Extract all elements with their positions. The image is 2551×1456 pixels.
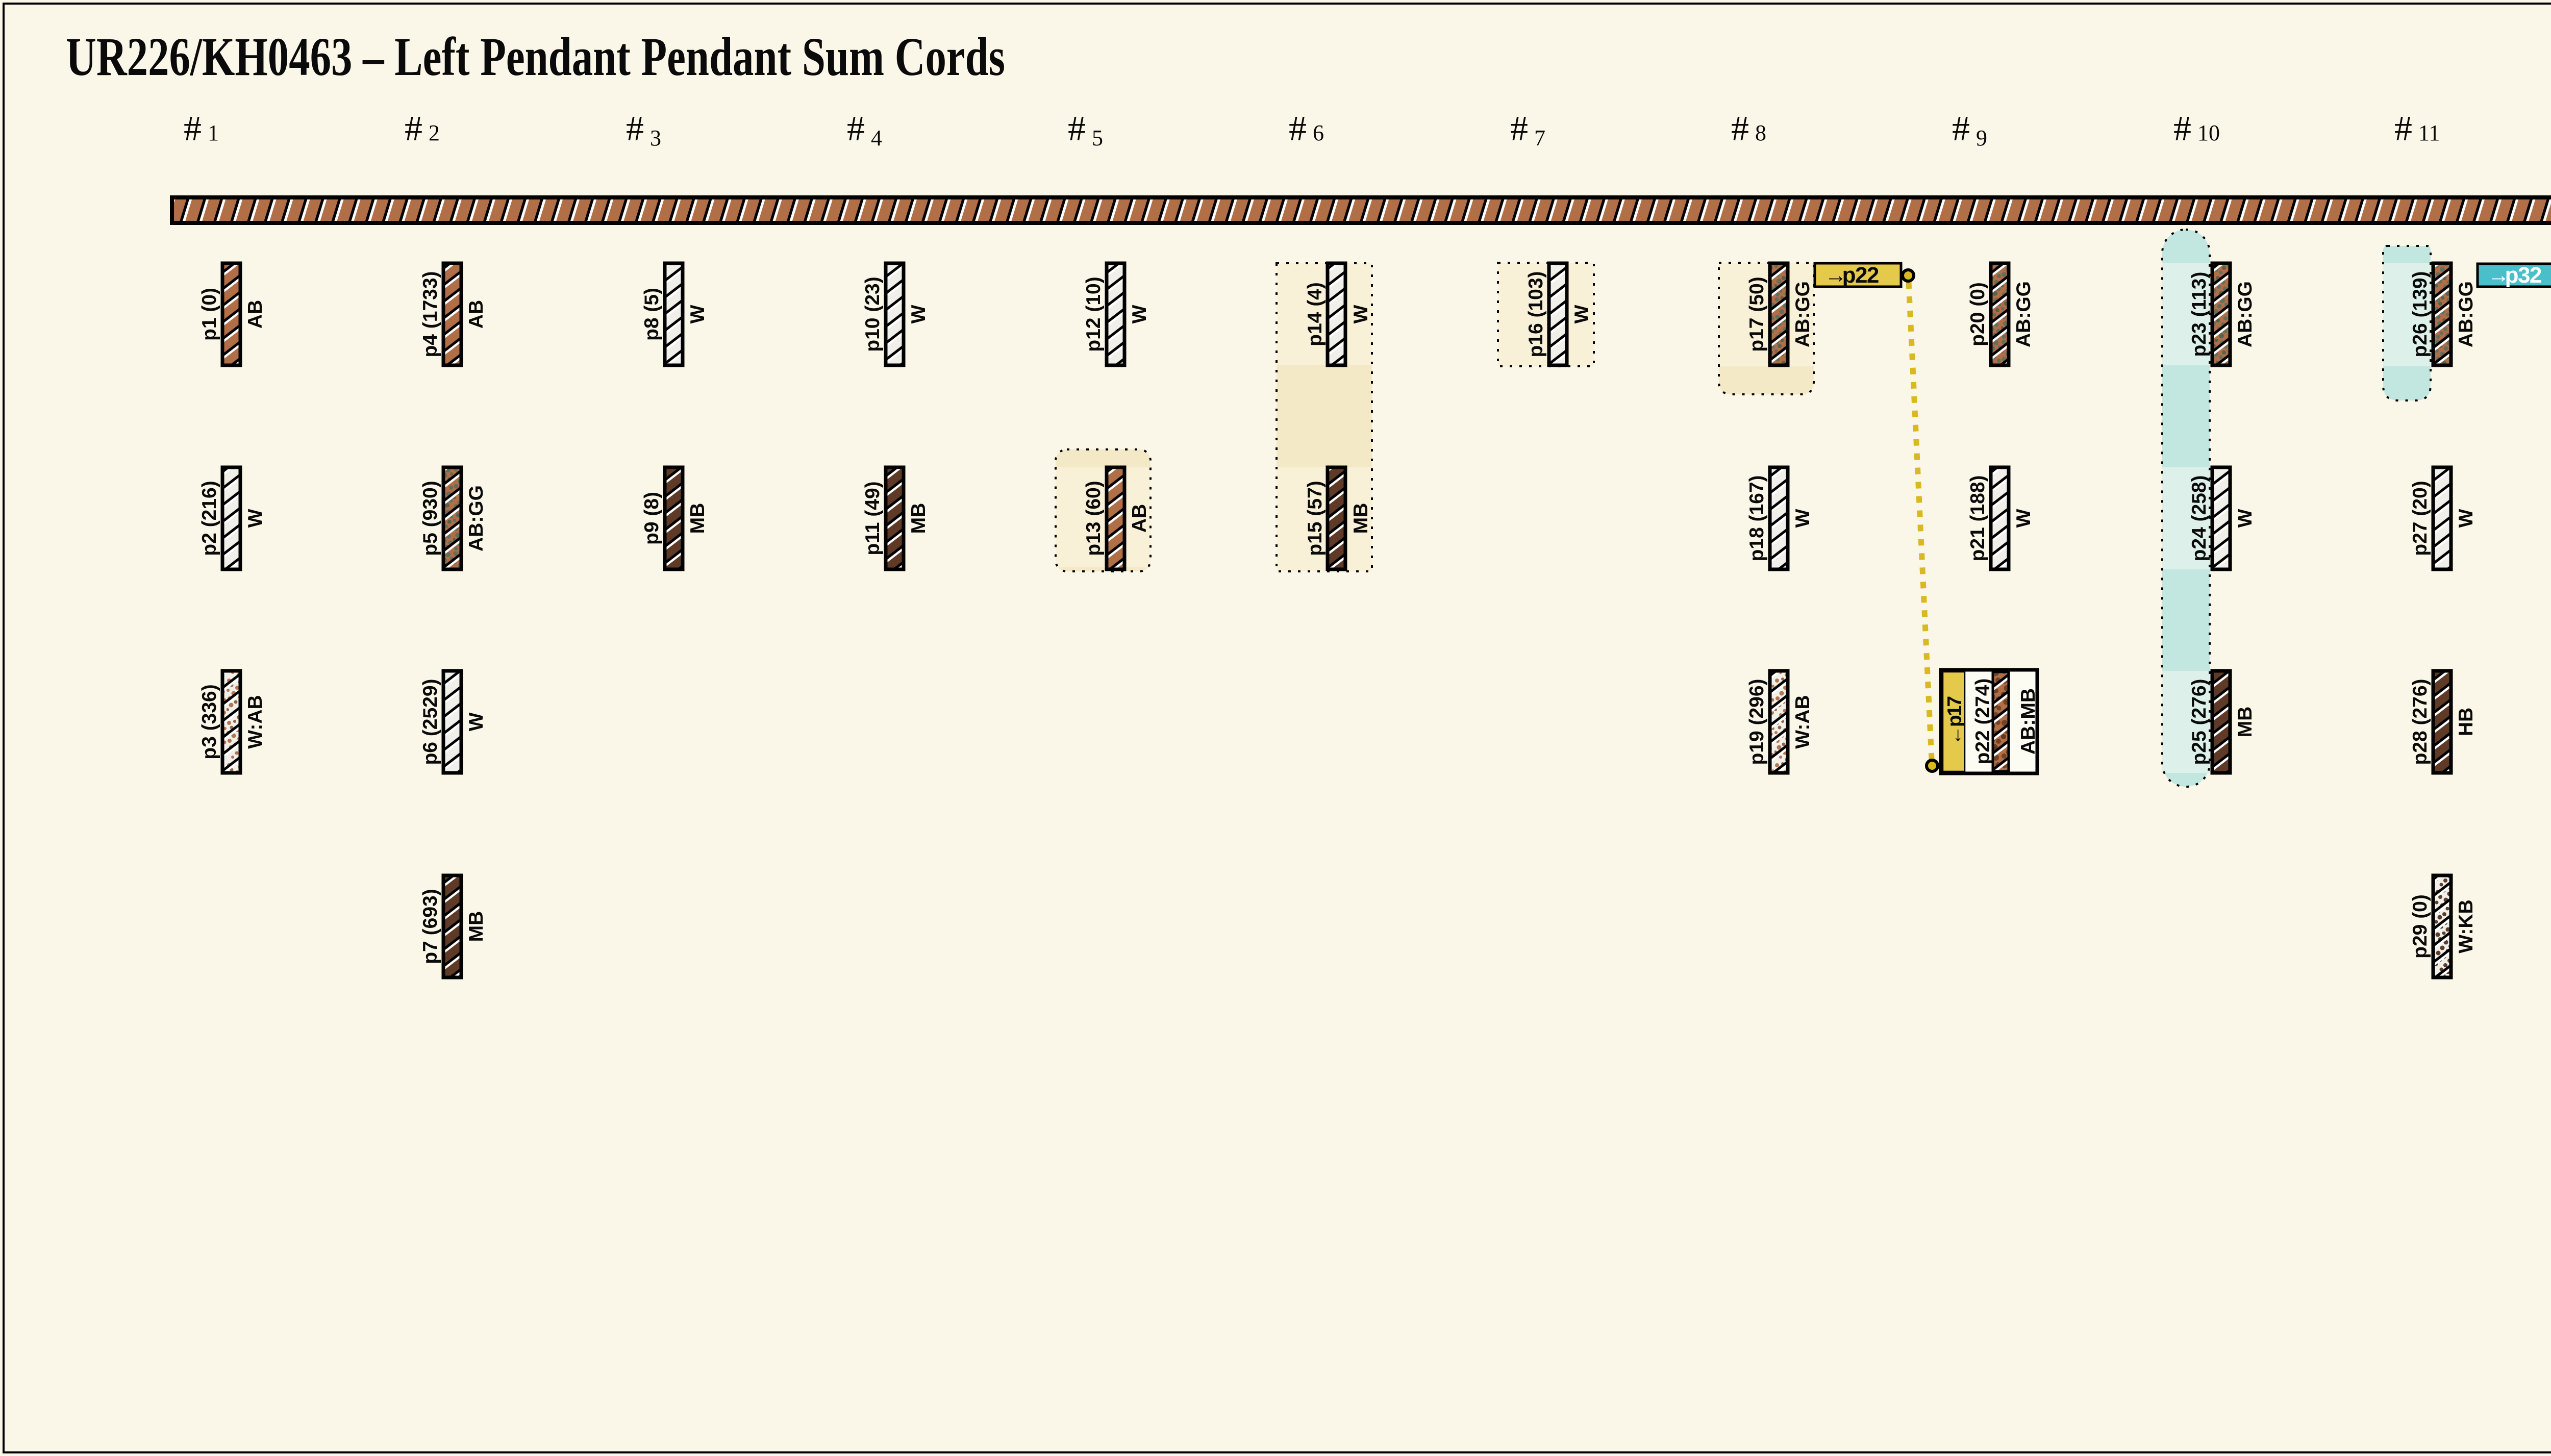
svg-text:p4 (1733): p4 (1733) <box>419 271 441 357</box>
svg-text:W: W <box>2234 509 2256 528</box>
svg-text:p9 (8): p9 (8) <box>641 492 663 545</box>
svg-text:p27 (20): p27 (20) <box>2409 481 2431 556</box>
svg-text:p2 (216): p2 (216) <box>198 481 220 556</box>
svg-text:W:AB: W:AB <box>244 695 266 748</box>
svg-text:AB:GG: AB:GG <box>2455 281 2477 347</box>
svg-text:AB: AB <box>1129 504 1151 533</box>
svg-text:p21 (188): p21 (188) <box>1967 475 1989 561</box>
svg-text:AB:GG: AB:GG <box>465 485 487 551</box>
svg-text:W: W <box>1792 509 1814 528</box>
svg-text:HB: HB <box>2455 708 2477 736</box>
svg-text:←p17: ←p17 <box>1944 697 1966 746</box>
svg-text:p18 (167): p18 (167) <box>1746 475 1768 561</box>
svg-text:W: W <box>1571 305 1593 323</box>
svg-text:p5 (930): p5 (930) <box>419 481 441 556</box>
svg-text:p1 (0): p1 (0) <box>198 288 220 341</box>
svg-text:AB:GG: AB:GG <box>2013 281 2035 347</box>
svg-text:p22 (274): p22 (274) <box>1972 678 1994 764</box>
svg-text:p12 (10): p12 (10) <box>1083 277 1105 352</box>
svg-text:p23 (113): p23 (113) <box>2188 272 2210 357</box>
svg-text:p13 (60): p13 (60) <box>1083 481 1105 556</box>
svg-text:p19 (296): p19 (296) <box>1746 679 1768 765</box>
svg-text:p29 (0): p29 (0) <box>2409 894 2431 959</box>
svg-text:W: W <box>465 712 487 731</box>
svg-text:p17 (50): p17 (50) <box>1746 277 1768 352</box>
svg-text:p6 (2529): p6 (2529) <box>419 679 441 765</box>
svg-text:AB:GG: AB:GG <box>1792 281 1814 347</box>
svg-text:AB:MB: AB:MB <box>2017 688 2039 755</box>
svg-text:W: W <box>244 509 266 528</box>
svg-text:p3 (336): p3 (336) <box>198 684 220 759</box>
svg-text:p10 (23): p10 (23) <box>862 277 884 352</box>
svg-text:AB: AB <box>465 300 487 329</box>
svg-text:p25 (276): p25 (276) <box>2188 679 2210 765</box>
svg-text:p15 (57): p15 (57) <box>1304 481 1326 556</box>
svg-text:UR226/KH0463 – Left Pendant Pe: UR226/KH0463 – Left Pendant Pendant Sum … <box>66 27 1005 87</box>
svg-text:AB:GG: AB:GG <box>2234 281 2256 347</box>
svg-text:→p22: →p22 <box>1824 263 1879 288</box>
svg-text:W: W <box>687 305 709 323</box>
svg-text:p8 (5): p8 (5) <box>641 288 663 341</box>
svg-text:W: W <box>908 305 930 323</box>
svg-text:p26 (139): p26 (139) <box>2409 271 2431 357</box>
svg-text:W: W <box>2455 509 2477 528</box>
svg-text:p28 (276): p28 (276) <box>2409 679 2431 765</box>
svg-text:MB: MB <box>687 503 709 534</box>
svg-text:W: W <box>1129 305 1151 323</box>
svg-text:#7: #7 <box>1510 109 1545 150</box>
svg-text:W: W <box>1350 305 1372 323</box>
svg-text:MB: MB <box>908 503 930 534</box>
svg-text:W:KB: W:KB <box>2455 899 2477 953</box>
svg-text:p11 (49): p11 (49) <box>862 481 884 555</box>
svg-text:p20 (0): p20 (0) <box>1967 282 1989 346</box>
svg-text:MB: MB <box>465 911 487 942</box>
svg-text:→p32: →p32 <box>2487 263 2541 288</box>
svg-text:p7 (693): p7 (693) <box>419 889 441 964</box>
svg-text:W:AB: W:AB <box>1792 695 1814 748</box>
svg-text:MB: MB <box>2234 707 2256 738</box>
svg-text:#2: #2 <box>405 109 440 148</box>
svg-text:p24 (258): p24 (258) <box>2188 475 2210 561</box>
svg-text:W: W <box>2013 509 2035 528</box>
svg-text:AB: AB <box>244 300 266 329</box>
svg-text:p16 (103): p16 (103) <box>1525 271 1547 357</box>
svg-text:MB: MB <box>1350 503 1372 534</box>
svg-text:p14 (4): p14 (4) <box>1304 282 1326 346</box>
